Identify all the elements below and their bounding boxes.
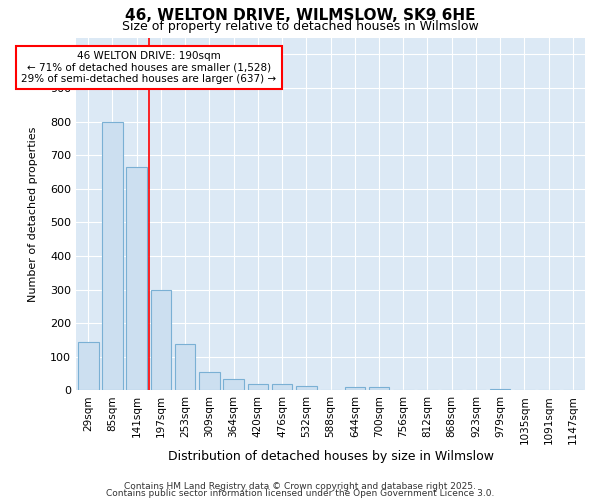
Text: Contains HM Land Registry data © Crown copyright and database right 2025.: Contains HM Land Registry data © Crown c…: [124, 482, 476, 491]
Bar: [78, 342, 98, 390]
Bar: [175, 344, 196, 391]
Bar: [272, 384, 292, 390]
Bar: [127, 167, 147, 390]
Y-axis label: Number of detached properties: Number of detached properties: [28, 126, 38, 302]
Bar: [248, 384, 268, 390]
Bar: [199, 372, 220, 390]
Bar: [490, 388, 511, 390]
Text: Size of property relative to detached houses in Wilmslow: Size of property relative to detached ho…: [122, 20, 478, 33]
Bar: [296, 386, 317, 390]
Bar: [151, 290, 171, 390]
Text: Contains public sector information licensed under the Open Government Licence 3.: Contains public sector information licen…: [106, 488, 494, 498]
Bar: [344, 387, 365, 390]
Bar: [102, 122, 123, 390]
Bar: [369, 387, 389, 390]
Text: 46, WELTON DRIVE, WILMSLOW, SK9 6HE: 46, WELTON DRIVE, WILMSLOW, SK9 6HE: [125, 8, 475, 22]
Text: 46 WELTON DRIVE: 190sqm
← 71% of detached houses are smaller (1,528)
29% of semi: 46 WELTON DRIVE: 190sqm ← 71% of detache…: [21, 51, 277, 84]
Bar: [223, 379, 244, 390]
X-axis label: Distribution of detached houses by size in Wilmslow: Distribution of detached houses by size …: [167, 450, 494, 462]
